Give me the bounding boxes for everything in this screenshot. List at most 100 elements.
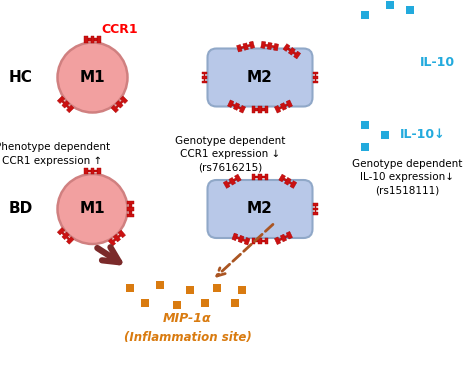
Text: M2: M2 (247, 70, 273, 85)
Bar (233, 178, 237, 181)
Bar (94, 39, 97, 41)
Bar (315, 74, 317, 76)
Bar (62, 232, 65, 235)
Bar (252, 238, 255, 244)
Bar (294, 51, 301, 59)
Bar (88, 39, 91, 41)
Bar (235, 174, 241, 182)
Bar (293, 51, 296, 55)
Bar (285, 104, 288, 106)
Bar (289, 181, 292, 184)
Text: IL-10: IL-10 (420, 56, 455, 69)
Ellipse shape (57, 174, 128, 244)
Bar (57, 227, 65, 235)
Text: BD: BD (9, 202, 33, 216)
Bar (91, 168, 94, 174)
FancyBboxPatch shape (208, 48, 312, 106)
Bar (283, 44, 290, 51)
Bar (313, 72, 319, 74)
Bar (261, 41, 266, 48)
Bar (315, 79, 317, 81)
Bar (111, 105, 118, 113)
Bar (280, 234, 287, 242)
Bar (66, 105, 70, 108)
Bar (258, 174, 262, 180)
Bar (232, 104, 235, 106)
Bar (279, 106, 282, 109)
Bar (201, 81, 207, 83)
Bar (129, 211, 132, 214)
Text: HC: HC (9, 70, 33, 85)
Bar (129, 204, 132, 207)
Text: MIP-1α: MIP-1α (163, 312, 212, 326)
Bar (238, 235, 244, 243)
Bar (247, 44, 250, 47)
Bar (249, 41, 255, 49)
Bar (279, 238, 282, 241)
Bar (313, 207, 319, 210)
Bar (204, 74, 205, 76)
Ellipse shape (57, 43, 128, 112)
Bar (228, 181, 231, 184)
Bar (244, 238, 250, 245)
Bar (286, 100, 292, 108)
Bar (258, 106, 262, 113)
Bar (313, 81, 319, 83)
Bar (313, 203, 319, 206)
Text: (Inflammation site): (Inflammation site) (124, 331, 251, 344)
Bar (113, 234, 120, 242)
Bar (120, 96, 128, 103)
Bar (239, 105, 246, 113)
Bar (273, 44, 279, 51)
Bar (204, 79, 205, 81)
Bar (313, 212, 319, 215)
Bar (274, 237, 281, 245)
Bar (66, 237, 74, 244)
Bar (229, 177, 236, 185)
Bar (237, 44, 242, 52)
Bar (201, 76, 207, 79)
Bar (241, 46, 244, 49)
Bar (288, 48, 295, 55)
Bar (120, 100, 123, 104)
Bar (232, 233, 238, 241)
Bar (252, 174, 255, 180)
FancyBboxPatch shape (208, 180, 312, 238)
Bar (201, 72, 207, 74)
Bar (313, 76, 319, 79)
Bar (97, 36, 101, 43)
Bar (265, 44, 268, 47)
Bar (264, 106, 268, 113)
Bar (91, 36, 94, 43)
Text: Genotype dependent
IL-10 expression↓
(rs1518111): Genotype dependent IL-10 expression↓ (rs… (352, 159, 463, 196)
Bar (243, 239, 246, 242)
Bar (284, 177, 291, 185)
Bar (262, 176, 264, 178)
Bar (274, 105, 281, 113)
Bar (84, 168, 88, 174)
Bar (264, 238, 268, 244)
Bar (285, 235, 288, 238)
Bar (84, 36, 88, 43)
Bar (315, 206, 317, 207)
Bar (262, 108, 264, 110)
Bar (255, 240, 258, 242)
Bar (113, 239, 116, 242)
Bar (116, 101, 123, 108)
Bar (264, 174, 268, 180)
Bar (255, 176, 258, 178)
Bar (290, 181, 297, 188)
Text: IL-10↓: IL-10↓ (400, 128, 446, 142)
Bar (57, 96, 65, 103)
Bar (288, 48, 291, 51)
Text: M1: M1 (80, 202, 105, 216)
Bar (62, 101, 69, 108)
Bar (118, 234, 121, 238)
Bar (255, 108, 258, 110)
Text: Genotype dependent
CCR1 expression ↓
(rs7616215): Genotype dependent CCR1 expression ↓ (rs… (175, 136, 285, 172)
Bar (223, 181, 230, 188)
Bar (243, 43, 248, 50)
Bar (237, 236, 239, 239)
Text: Phenotype dependent
CCR1 expression ↑: Phenotype dependent CCR1 expression ↑ (0, 142, 110, 166)
Bar (62, 100, 65, 104)
